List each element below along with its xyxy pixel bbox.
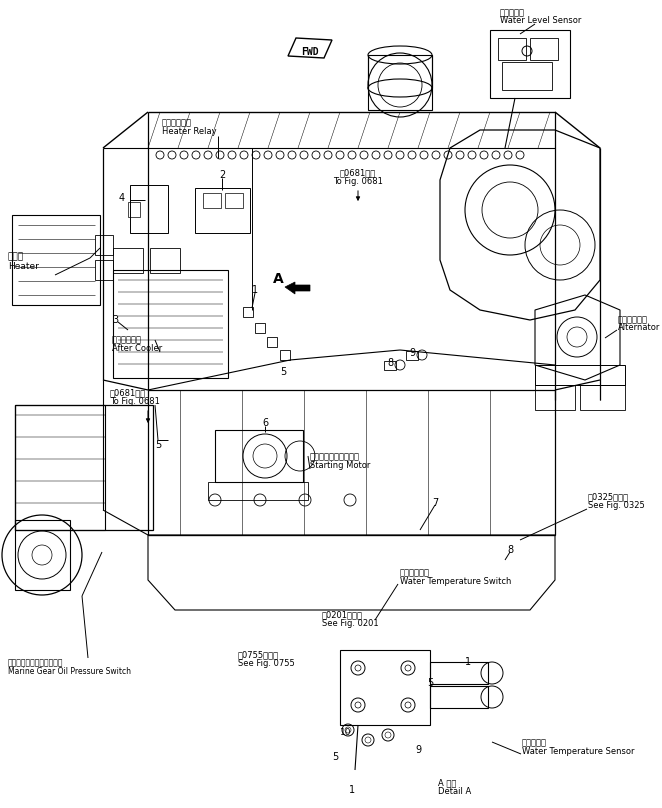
- Text: A 詳細: A 詳細: [438, 778, 456, 787]
- Bar: [430, 686, 488, 708]
- Bar: [580, 385, 625, 410]
- Text: オルタネータ: オルタネータ: [618, 315, 648, 324]
- Bar: [243, 307, 253, 317]
- Text: See Fig. 0325: See Fig. 0325: [588, 501, 645, 510]
- Text: 水温センサ: 水温センサ: [522, 738, 547, 747]
- Text: 6: 6: [262, 418, 268, 428]
- Text: 水温スイッチ: 水温スイッチ: [400, 568, 430, 577]
- Text: 1: 1: [252, 285, 258, 295]
- Bar: [384, 361, 396, 370]
- Bar: [267, 337, 277, 347]
- Text: マリンギヤー油圧スイッチ: マリンギヤー油圧スイッチ: [8, 658, 64, 667]
- Text: 3: 3: [112, 315, 118, 325]
- Bar: [490, 30, 570, 98]
- Text: Water Temperature Sensor: Water Temperature Sensor: [522, 747, 634, 756]
- Text: 図0755図参照: 図0755図参照: [238, 650, 279, 659]
- Bar: [430, 662, 488, 684]
- Text: 5: 5: [155, 440, 161, 450]
- Bar: [255, 323, 265, 333]
- Text: See Fig. 0755: See Fig. 0755: [238, 659, 295, 668]
- Text: 図0681図へ: 図0681図へ: [340, 168, 376, 177]
- Text: 図0325図参照: 図0325図参照: [588, 492, 629, 501]
- Bar: [15, 405, 105, 530]
- Bar: [203, 193, 221, 208]
- Text: 10: 10: [340, 728, 352, 737]
- Bar: [498, 38, 526, 60]
- Text: 4: 4: [119, 193, 125, 203]
- Text: See Fig. 0201: See Fig. 0201: [322, 619, 379, 628]
- Bar: [113, 248, 143, 273]
- Text: ヒータ: ヒータ: [8, 252, 24, 261]
- Bar: [12, 215, 100, 305]
- Bar: [15, 520, 70, 590]
- Bar: [208, 482, 308, 500]
- Text: 1: 1: [465, 657, 471, 667]
- Text: 7: 7: [432, 498, 438, 508]
- Text: Detail A: Detail A: [438, 787, 471, 796]
- Bar: [368, 55, 432, 110]
- Bar: [150, 248, 180, 273]
- Text: アフタクーラ: アフタクーラ: [112, 335, 142, 344]
- Text: After Cooler: After Cooler: [112, 344, 162, 353]
- Bar: [195, 188, 250, 233]
- Bar: [95, 235, 113, 255]
- Text: To Fig. 0681: To Fig. 0681: [333, 177, 383, 186]
- Text: Alternator: Alternator: [618, 323, 661, 332]
- Bar: [130, 185, 168, 233]
- Text: 9: 9: [415, 745, 421, 755]
- Bar: [502, 62, 552, 90]
- Bar: [535, 385, 575, 410]
- Bar: [15, 405, 153, 530]
- Text: 5: 5: [280, 367, 286, 377]
- Text: Water Temperature Switch: Water Temperature Switch: [400, 577, 511, 586]
- Text: 2: 2: [219, 170, 225, 180]
- Text: 9: 9: [409, 348, 415, 358]
- Text: Starting Motor: Starting Motor: [310, 461, 370, 470]
- Bar: [530, 38, 558, 60]
- Text: 8: 8: [507, 545, 513, 555]
- Bar: [215, 430, 303, 482]
- Text: 1: 1: [349, 785, 355, 795]
- Polygon shape: [285, 282, 310, 294]
- Text: 8: 8: [387, 358, 393, 368]
- Text: Water Level Sensor: Water Level Sensor: [500, 16, 581, 25]
- Text: A: A: [273, 272, 283, 286]
- Text: スターティングモータ: スターティングモータ: [310, 452, 360, 461]
- Text: ヒータリレー: ヒータリレー: [162, 118, 192, 127]
- Bar: [280, 350, 290, 360]
- Bar: [113, 270, 228, 378]
- Bar: [128, 202, 140, 217]
- Text: To Fig. 0681: To Fig. 0681: [110, 397, 160, 406]
- Bar: [225, 193, 243, 208]
- Bar: [535, 365, 625, 385]
- Text: Heater: Heater: [8, 262, 39, 271]
- Text: Marine Gear Oil Pressure Switch: Marine Gear Oil Pressure Switch: [8, 667, 131, 676]
- Text: 水位センサ: 水位センサ: [500, 8, 525, 17]
- Text: 図0201図参照: 図0201図参照: [322, 610, 363, 619]
- Text: FWD: FWD: [301, 47, 319, 57]
- Text: 5: 5: [332, 752, 338, 762]
- Text: 5: 5: [427, 678, 433, 688]
- Bar: [95, 260, 113, 280]
- Bar: [340, 650, 430, 725]
- Bar: [406, 351, 418, 360]
- Text: 図0681図へ: 図0681図へ: [110, 388, 146, 397]
- Text: Heater Relay: Heater Relay: [162, 127, 216, 136]
